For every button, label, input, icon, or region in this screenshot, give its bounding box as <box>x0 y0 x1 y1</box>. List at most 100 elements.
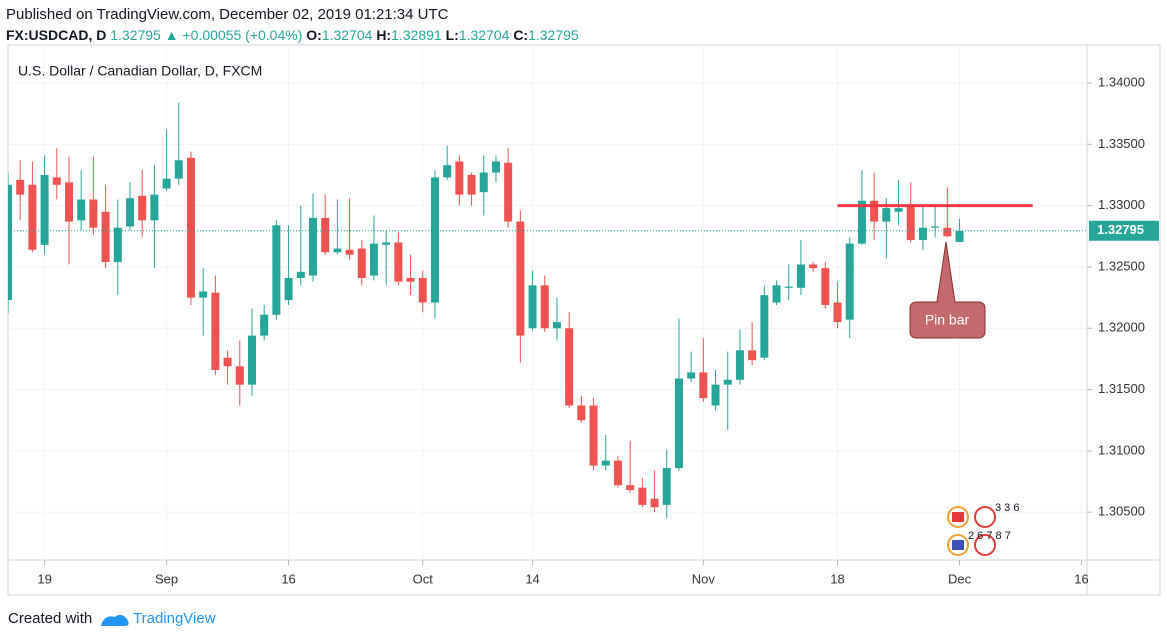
x-tick-label: Nov <box>692 571 716 586</box>
candle-body <box>284 277 293 301</box>
candle-body <box>8 184 12 301</box>
candle-body <box>528 285 537 329</box>
candle-body <box>565 328 574 406</box>
pin-bar-callout: Pin bar <box>909 241 986 339</box>
candle-body <box>199 291 208 298</box>
candle-body <box>16 179 25 195</box>
candle-body <box>760 295 769 358</box>
candle-body <box>455 161 464 195</box>
candle-body <box>857 200 866 244</box>
last-price-label: 1.32795 <box>1097 222 1144 237</box>
candle-body <box>540 285 549 329</box>
h-value: 1.32891 <box>391 27 442 43</box>
candle-body <box>833 302 842 323</box>
candle-body <box>211 292 220 370</box>
y-tick-label: 1.30500 <box>1098 504 1145 519</box>
candle-body <box>247 335 256 385</box>
y-tick-label: 1.33500 <box>1098 136 1145 151</box>
candle-body <box>394 242 403 282</box>
candle-body <box>479 172 488 193</box>
event-flags: 3 3 6 2 6 7 8 7 <box>947 502 1019 556</box>
candle-body <box>772 285 781 303</box>
x-tick-label: Sep <box>155 571 178 586</box>
candle-body <box>699 372 708 399</box>
candle-body <box>650 498 659 508</box>
candle-body <box>443 165 452 178</box>
x-tick-label: 18 <box>830 571 844 586</box>
candle-body <box>809 264 818 269</box>
flag-icon <box>952 540 964 550</box>
candle-body <box>931 226 940 228</box>
x-tick-label: 19 <box>37 571 51 586</box>
y-tick-label: 1.31500 <box>1098 381 1145 396</box>
candle-body <box>113 227 122 263</box>
footer-brand: TradingView <box>133 610 216 627</box>
candle-body <box>906 205 915 240</box>
o-value: 1.32704 <box>322 27 373 43</box>
event-label: 2 6 7 8 7 <box>968 530 1011 542</box>
candle-body <box>748 350 757 361</box>
candle-body <box>40 174 49 245</box>
candle-body <box>784 286 793 288</box>
candle-body <box>406 277 415 282</box>
candle-body <box>150 194 159 221</box>
candle-body <box>235 366 244 385</box>
h-label: H: <box>376 27 391 43</box>
candle-body <box>308 217 317 276</box>
candle-body <box>821 268 830 305</box>
candle-body <box>174 160 183 179</box>
candle-body <box>504 162 513 222</box>
candle-body <box>796 264 805 288</box>
x-tick-label: 16 <box>281 571 295 586</box>
candle-body <box>77 199 86 221</box>
candle-body <box>845 243 854 320</box>
change: +0.00055 (+0.04%) <box>182 27 302 43</box>
candle-body <box>870 200 879 222</box>
annotation: Pin bar <box>925 312 970 328</box>
candle-body <box>260 314 269 336</box>
event-label: 3 3 6 <box>995 502 1019 514</box>
y-tick-label: 1.32500 <box>1098 258 1145 273</box>
candle-body <box>138 195 147 221</box>
candle-body <box>223 357 232 367</box>
candle-body <box>333 248 342 253</box>
frame <box>7 44 1161 596</box>
candle-body <box>613 460 622 486</box>
candle-body <box>64 182 73 222</box>
y-tick-label: 1.33000 <box>1098 197 1145 212</box>
candle-body <box>589 405 598 466</box>
candle-body <box>943 227 952 237</box>
candles <box>8 102 1087 519</box>
candle-body <box>89 199 98 228</box>
candle-body <box>382 242 391 245</box>
published: Published on TradingView.com, December 0… <box>6 6 449 23</box>
change-arrow: ▲ <box>165 27 179 43</box>
candle-body <box>735 350 744 380</box>
x-tick-label: Oct <box>413 571 434 586</box>
candle-body <box>369 243 378 276</box>
symbol: FX:USDCAD, D <box>6 27 106 43</box>
candle-body <box>894 208 903 212</box>
candle-body <box>918 227 927 240</box>
candle-body <box>125 198 134 227</box>
candle-body <box>662 468 671 505</box>
candle-body <box>626 485 635 491</box>
y-tick-label: 1.32000 <box>1098 320 1145 335</box>
candle-body <box>711 384 720 406</box>
callout-join <box>938 300 954 304</box>
candle-body <box>723 379 732 385</box>
candle-body <box>516 221 525 336</box>
candle-body <box>272 225 281 315</box>
candle-body <box>601 460 610 466</box>
candle-body <box>552 322 561 329</box>
candle-body <box>687 372 696 379</box>
symbol-line: FX:USDCAD, D 1.32795 ▲ +0.00055 (+0.04%)… <box>6 27 579 43</box>
candle-body <box>52 177 61 185</box>
candle-body <box>186 157 195 298</box>
candle-body <box>577 405 586 421</box>
flag-icon <box>974 534 996 556</box>
candle-body <box>674 378 683 469</box>
candle-body <box>321 217 330 253</box>
candle-body <box>296 271 305 278</box>
